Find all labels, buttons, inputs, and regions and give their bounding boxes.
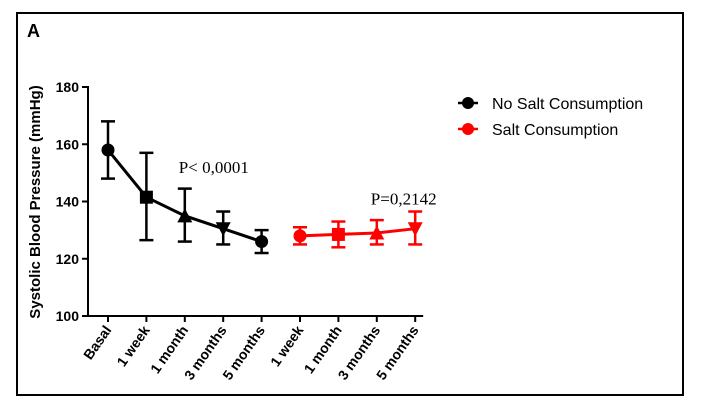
data-point (407, 222, 423, 237)
y-tick-label: 180 (56, 79, 80, 95)
p-value-annotation: P=0,2142 (371, 189, 437, 208)
data-point (331, 227, 345, 241)
data-point (215, 222, 231, 237)
legend: No Salt Consumption Salt Consumption (458, 96, 643, 139)
legend-marker (462, 97, 474, 109)
y-tick-label: 140 (56, 194, 80, 210)
data-point (369, 225, 385, 240)
x-tick-label: Basal (80, 323, 115, 363)
figure-frame (16, 12, 684, 396)
x-tick-label: 1 week (113, 322, 153, 369)
x-tick-label: 1 week (267, 322, 307, 369)
data-point (139, 190, 153, 204)
legend-entry: Salt Consumption (492, 122, 618, 139)
y-tick-label: 160 (56, 136, 80, 152)
data-point (177, 208, 193, 223)
legend-entry: No Salt Consumption (492, 96, 643, 113)
data-point (293, 229, 307, 243)
y-tick-label: 120 (56, 251, 80, 267)
legend-marker (462, 123, 474, 135)
y-axis-title: Systolic Blood Pressure (mmHg) (27, 85, 44, 318)
panel-label: A (27, 21, 40, 41)
data-point (255, 235, 269, 249)
y-tick-label: 100 (56, 308, 80, 324)
p-value-annotation: P< 0,0001 (179, 158, 249, 177)
series-line-1 (299, 227, 416, 238)
data-point (101, 143, 115, 157)
